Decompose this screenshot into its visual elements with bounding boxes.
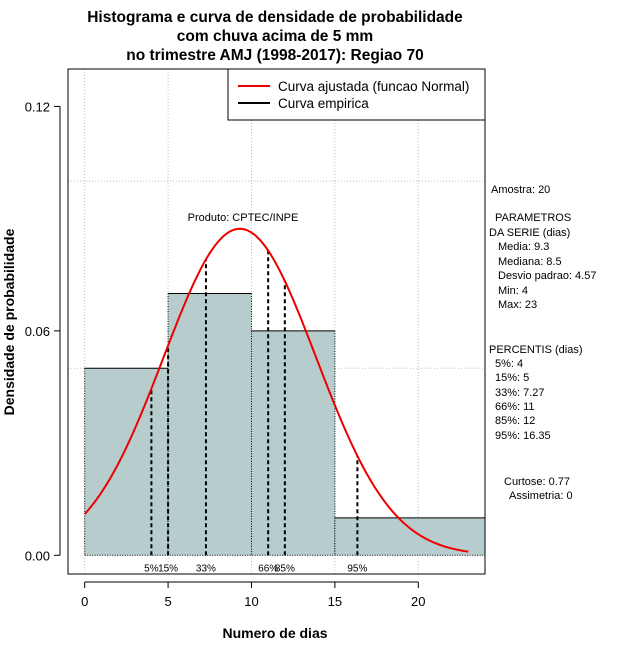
stat-mediana: Mediana: 8.5 bbox=[498, 256, 562, 268]
stat-p85: 85%: 12 bbox=[495, 415, 535, 427]
x-tick-label-1: 5 bbox=[164, 594, 171, 609]
histogram-bar-0 bbox=[84, 368, 169, 556]
stat-p95: 95%: 16.35 bbox=[495, 430, 551, 442]
legend: Curva ajustada (funcao Normal) Curva emp… bbox=[227, 68, 486, 121]
stat-max: Max: 23 bbox=[498, 299, 537, 311]
legend-box bbox=[227, 68, 486, 121]
stat-curtose: Curtose: 0.77 bbox=[504, 476, 570, 488]
percentile-label-2: 33% bbox=[196, 563, 216, 574]
percentile-lines: 5% 15% 33% 66%85% 95% bbox=[144, 250, 368, 574]
percentile-label-1: 15% bbox=[158, 563, 178, 574]
fitted-normal-curve bbox=[83, 227, 469, 553]
y-tick-label-2: 0.12 bbox=[25, 99, 50, 114]
product-annotation: Produto: CPTEC/INPE bbox=[188, 212, 299, 224]
legend-fitted-label: Curva ajustada (funcao Normal) bbox=[278, 79, 469, 94]
stat-percentis-title: PERCENTIS (dias) bbox=[489, 344, 583, 356]
y-axis-label: Densidade de probabilidade bbox=[1, 228, 17, 415]
x-axis-label: Numero de dias bbox=[222, 625, 327, 641]
stat-param-title-2: DA SERIE (dias) bbox=[489, 227, 570, 239]
x-tick-label-4: 20 bbox=[411, 594, 425, 609]
y-axis: 0.00 0.06 0.12 bbox=[25, 99, 61, 563]
stat-p15: 15%: 5 bbox=[495, 372, 529, 384]
stat-amostra: Amostra: 20 bbox=[491, 184, 550, 196]
stat-min: Min: 4 bbox=[498, 285, 528, 297]
fitted-curve-layer bbox=[83, 227, 469, 553]
stat-p66: 66%: 11 bbox=[495, 401, 535, 413]
stats-panel: Amostra: 20 PARAMETROS DA SERIE (dias) M… bbox=[489, 184, 596, 502]
stat-assimetria: Assimetria: 0 bbox=[509, 490, 573, 502]
histogram-bars bbox=[84, 292, 486, 556]
histogram-bar-2 bbox=[251, 330, 335, 556]
stat-param-title-1: PARAMETROS bbox=[495, 212, 571, 224]
chart-title-line-3: no trimestre AMJ (1998-2017): Regiao 70 bbox=[126, 47, 423, 64]
y-tick-label-1: 0.06 bbox=[25, 324, 50, 339]
percentile-label-5: 95% bbox=[347, 563, 367, 574]
stat-desvio: Desvio padrao: 4.57 bbox=[498, 270, 596, 282]
legend-empirical-label: Curva empirica bbox=[278, 96, 369, 111]
stat-p5: 5%: 4 bbox=[495, 358, 523, 370]
x-tick-label-0: 0 bbox=[81, 594, 88, 609]
histogram-bar-1 bbox=[168, 293, 252, 556]
y-tick-label-0: 0.00 bbox=[25, 548, 50, 563]
x-tick-label-3: 15 bbox=[328, 594, 342, 609]
stat-p33: 33%: 7.27 bbox=[495, 387, 545, 399]
histogram-bar-3 bbox=[334, 517, 485, 556]
stat-media: Media: 9.3 bbox=[498, 241, 549, 253]
percentile-label-3: 66% bbox=[258, 563, 278, 574]
x-axis: 0 5 10 15 20 bbox=[81, 581, 426, 609]
chart-title-line-1: Histograma e curva de densidade de proba… bbox=[87, 9, 463, 26]
percentile-label-4: 85% bbox=[275, 563, 295, 574]
chart-title-line-2: com chuva acima de 5 mm bbox=[177, 28, 373, 45]
x-tick-label-2: 10 bbox=[244, 594, 258, 609]
percentile-label-0: 5% bbox=[144, 563, 159, 574]
